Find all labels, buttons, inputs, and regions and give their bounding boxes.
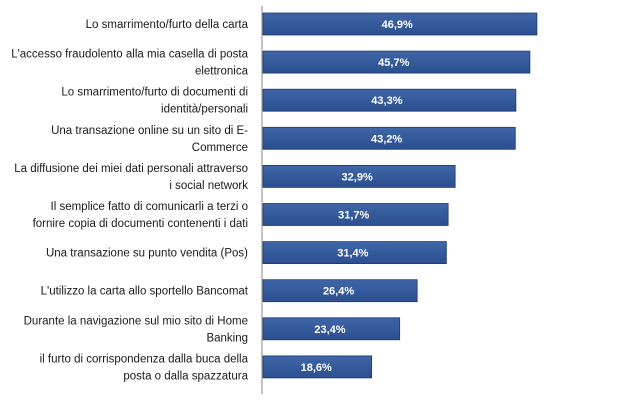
- value-label: 31,7%: [338, 210, 369, 222]
- value-label: 18,6%: [301, 362, 332, 374]
- bars: [262, 12, 538, 379]
- category-label: Una transazione su punto vendita (Pos): [46, 248, 248, 260]
- bar: [262, 164, 456, 188]
- value-labels: 46,9% 45,7% 43,3% 43,2% 32,9% 31,7% 31,4% 26,4%…: [301, 19, 413, 374]
- bar: [262, 317, 401, 341]
- category-label: Durante la navigazione sul mio sito di H…: [24, 315, 248, 327]
- value-label: 46,9%: [382, 19, 413, 31]
- bar: [262, 203, 449, 226]
- bar: [262, 88, 517, 112]
- category-label: Lo smarrimento/furto della carta: [86, 19, 249, 31]
- category-label: identità/personali: [161, 104, 248, 116]
- category-label: elettronica: [195, 66, 249, 78]
- bar: [262, 50, 531, 74]
- category-label: L'accesso fraudolento alla mia casella d…: [11, 49, 248, 61]
- category-label: Commerce: [192, 142, 248, 154]
- value-label: 26,4%: [323, 286, 354, 298]
- value-label: 23,4%: [314, 324, 345, 336]
- category-labels: Lo smarrimento/furto della carta L'access…: [11, 19, 249, 382]
- category-label: L'utilizzo la carta allo sportello Banco…: [41, 286, 249, 298]
- value-label: 43,2%: [371, 133, 402, 145]
- bar: [262, 12, 538, 36]
- category-label: Banking: [206, 332, 248, 344]
- category-label: i social network: [169, 180, 248, 192]
- category-label: fornire copia di documenti contenenti i …: [33, 218, 248, 230]
- category-label: Lo smarrimento/furto di documenti di: [61, 87, 248, 99]
- category-label: Una transazione online su un sito di E-: [51, 125, 248, 137]
- category-label: posta o dalla spazzatura: [123, 370, 248, 382]
- category-label: La diffusione dei miei dati personali at…: [14, 163, 248, 175]
- value-label: 43,3%: [371, 95, 402, 107]
- bar: [262, 241, 447, 265]
- bar: [262, 355, 373, 379]
- bar: [262, 126, 516, 150]
- category-label: il furto di corrispondenza dalla buca de…: [40, 353, 249, 365]
- category-label: Il semplice fatto di comunicarli a terzi…: [51, 201, 249, 213]
- value-label: 31,4%: [337, 248, 368, 260]
- value-label: 32,9%: [342, 171, 373, 183]
- value-label: 45,7%: [378, 57, 409, 69]
- bar: [262, 279, 418, 303]
